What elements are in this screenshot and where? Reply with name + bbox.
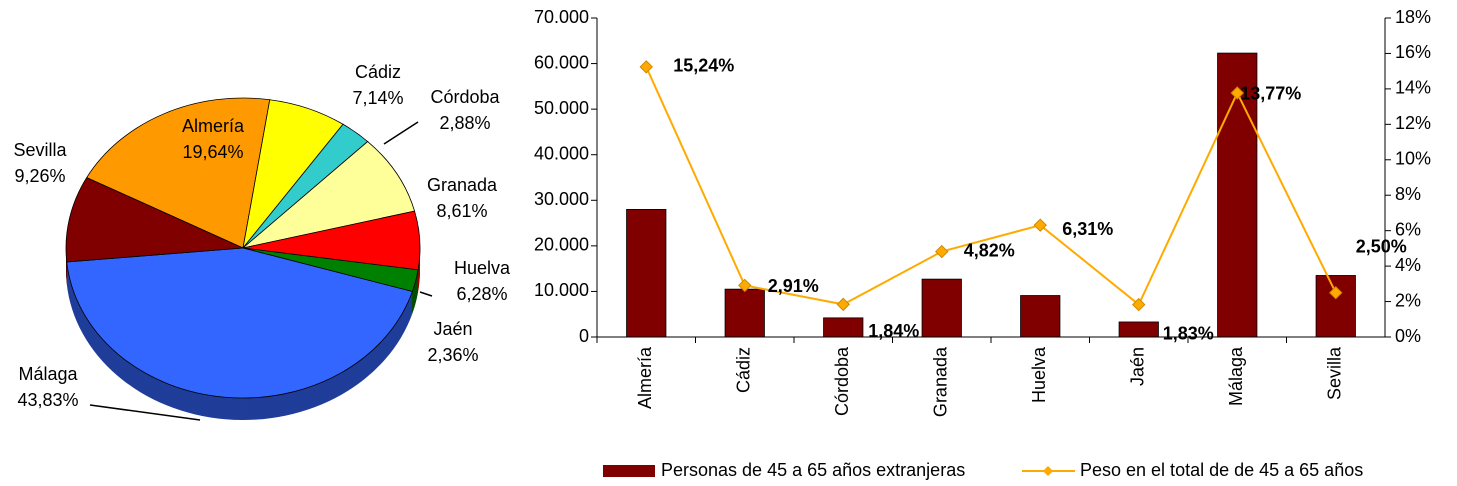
- data-label: 13,77%: [1240, 84, 1301, 104]
- y-tick-label: 60.000: [534, 52, 589, 72]
- y-tick-label: 70.000: [534, 7, 589, 27]
- x-tick-label: Granada: [931, 346, 951, 417]
- bar: [1217, 52, 1258, 338]
- pie-value-label: 6,28%: [456, 284, 507, 304]
- pie-label: Granada: [427, 175, 498, 195]
- x-tick-label: Almería: [635, 346, 655, 409]
- bar: [921, 278, 962, 338]
- y-tick-label: 10.000: [534, 280, 589, 300]
- y2-tick-label: 12%: [1395, 113, 1431, 133]
- pie-value-label: 9,26%: [14, 166, 65, 186]
- y2-tick-label: 8%: [1395, 184, 1421, 204]
- pie-value-label: 2,36%: [427, 345, 478, 365]
- data-label: 6,31%: [1062, 219, 1113, 239]
- y2-tick-label: 14%: [1395, 78, 1431, 98]
- pie-value-label: 2,88%: [439, 113, 490, 133]
- pie-slice: [86, 97, 271, 249]
- legend-label: Peso en el total de de 45 a 65 años: [1080, 460, 1363, 480]
- line-marker: [836, 297, 850, 312]
- y2-tick-label: 6%: [1395, 219, 1421, 239]
- bar: [626, 208, 667, 338]
- leader-line: [383, 121, 419, 145]
- line-marker: [1329, 285, 1343, 300]
- pie-label: Málaga: [18, 364, 78, 384]
- leader-line: [419, 291, 433, 297]
- line-marker: [1230, 86, 1244, 100]
- pie-value-label: 19,64%: [182, 142, 243, 162]
- pie-slice: [65, 177, 244, 263]
- y2-tick-label: 4%: [1395, 255, 1421, 275]
- y-tick-label: 30.000: [534, 189, 589, 209]
- pie-value-label: 7,14%: [352, 88, 403, 108]
- bar: [1315, 275, 1356, 338]
- line-marker: [935, 244, 949, 259]
- x-tick-label: Huelva: [1029, 346, 1049, 403]
- line-marker: [1132, 297, 1146, 312]
- legend-swatch: [603, 465, 655, 477]
- y-tick-label: 0: [579, 326, 589, 346]
- pie-label: Sevilla: [13, 140, 67, 160]
- y-tick-label: 20.000: [534, 235, 589, 255]
- bar: [1118, 321, 1159, 338]
- leader-lines: [89, 121, 433, 421]
- data-label: 4,82%: [964, 240, 1015, 260]
- bar: [724, 288, 765, 338]
- x-tick-label: Cádiz: [734, 347, 754, 393]
- pie-value-label: 43,83%: [17, 390, 78, 410]
- data-label: 1,84%: [868, 321, 919, 341]
- data-label: 2,91%: [768, 276, 819, 296]
- x-tick-label: Jaén: [1128, 347, 1148, 386]
- pie-label: Cádiz: [355, 62, 401, 82]
- legend-marker: [1043, 466, 1053, 476]
- bar: [823, 317, 864, 338]
- x-tick-label: Córdoba: [832, 346, 852, 416]
- line-marker: [1033, 218, 1047, 232]
- y2-tick-label: 10%: [1395, 149, 1431, 169]
- y2-tick-label: 16%: [1395, 42, 1431, 62]
- pie-label: Jaén: [433, 319, 472, 339]
- pie-label: Huelva: [454, 258, 511, 278]
- y-tick-label: 40.000: [534, 143, 589, 163]
- y2-tick-label: 0%: [1395, 326, 1421, 346]
- pie-label: Almería: [182, 116, 245, 136]
- pie-value-label: 8,61%: [436, 201, 487, 221]
- line-marker: [738, 278, 752, 293]
- line-marker: [639, 60, 653, 74]
- leader-line: [89, 404, 201, 421]
- y2-tick-label: 2%: [1395, 290, 1421, 310]
- pie-slice: [66, 247, 413, 399]
- y2-tick-label: 18%: [1395, 7, 1431, 27]
- data-label: 15,24%: [673, 56, 734, 76]
- legend-label: Personas de 45 a 65 años extranjeras: [661, 460, 965, 480]
- pie-slice: [242, 140, 416, 249]
- x-tick-label: Málaga: [1226, 346, 1246, 406]
- data-label: 1,83%: [1163, 323, 1214, 343]
- data-label: 2,50%: [1356, 236, 1407, 256]
- y-tick-label: 50.000: [534, 98, 589, 118]
- line: [645, 66, 1337, 307]
- pie-label: Córdoba: [430, 87, 500, 107]
- x-tick-label: Sevilla: [1325, 346, 1345, 400]
- bar: [1020, 295, 1061, 338]
